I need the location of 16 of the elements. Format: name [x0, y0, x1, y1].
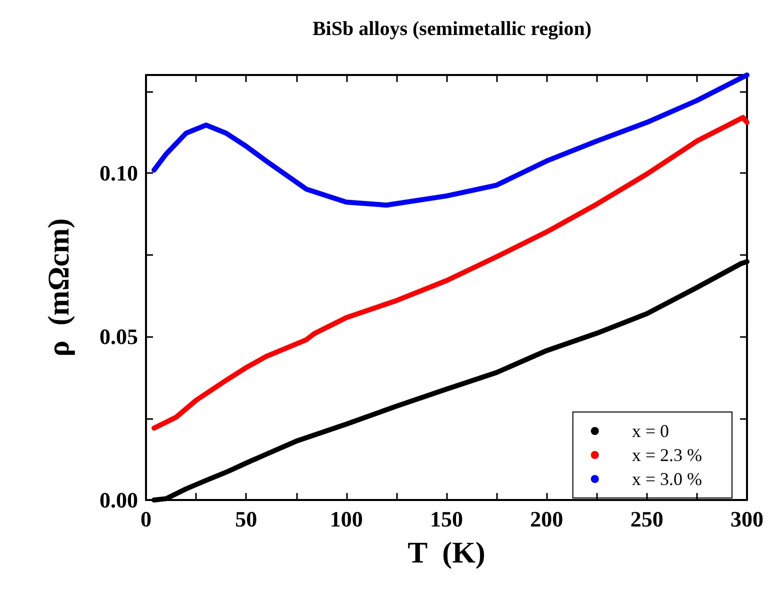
legend-label: x = 0: [632, 421, 670, 441]
y-axis-title: ρ (mΩcm): [42, 218, 76, 357]
text: 0.00: [100, 488, 138, 512]
y-tick-label: 0.10: [100, 160, 138, 186]
x-tick-label: 50: [235, 506, 258, 532]
legend-label: x = 2.3 %: [632, 445, 702, 465]
x-tick-label: 150: [430, 506, 463, 532]
x-tick-label: 250: [630, 506, 664, 532]
x-tick-label: 200: [530, 506, 564, 532]
x-axis-title: T (K): [408, 536, 486, 570]
x-tick-label: 0: [140, 506, 152, 532]
y-tick-label: 0.05: [100, 324, 138, 350]
x-tick-label: 300: [730, 506, 764, 532]
legend-label: x = 3.0 %: [632, 469, 702, 489]
x-tick-label: 100: [330, 506, 363, 532]
chart-title: BiSb alloys (semimetallic region): [312, 18, 592, 40]
